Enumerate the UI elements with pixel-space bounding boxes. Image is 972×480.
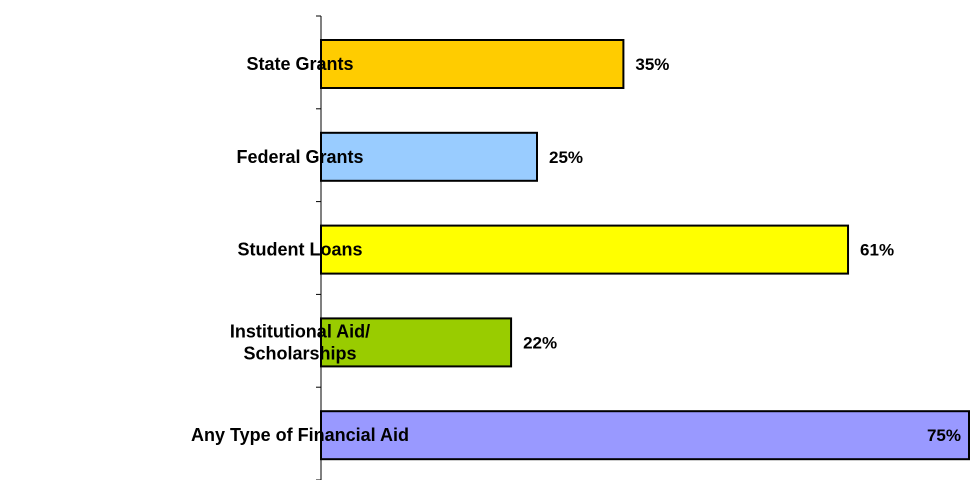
bar (320, 317, 513, 368)
bar (320, 39, 625, 89)
category-label: Student Loans (238, 240, 363, 260)
bar (320, 131, 538, 182)
bar (320, 410, 970, 461)
category-label: State Grants (246, 54, 353, 74)
category-label: Any Type of Financial Aid (191, 425, 409, 445)
value-label: 61% (860, 241, 894, 260)
bar (320, 224, 850, 275)
value-label: 35% (635, 55, 669, 74)
category-label: Federal Grants (236, 147, 363, 167)
value-label: 25% (549, 148, 583, 167)
value-label: 22% (523, 333, 557, 352)
category-label: Scholarships (243, 343, 356, 363)
labels-layer: State Grants 35% Federal Grants 25% Student … (191, 54, 961, 445)
value-label: 75% (927, 426, 961, 445)
bars-layer (320, 39, 970, 461)
category-label: Institutional Aid/ (230, 321, 370, 341)
